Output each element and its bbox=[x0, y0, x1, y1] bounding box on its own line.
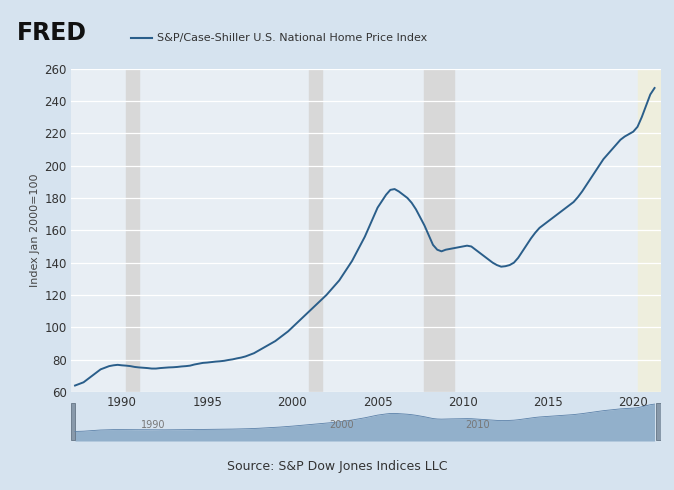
Bar bbox=[309, 69, 322, 392]
Text: S&P/Case-Shiller U.S. National Home Price Index: S&P/Case-Shiller U.S. National Home Pric… bbox=[157, 33, 427, 43]
FancyBboxPatch shape bbox=[71, 403, 75, 440]
Bar bbox=[638, 69, 661, 392]
FancyBboxPatch shape bbox=[656, 403, 661, 440]
Y-axis label: Index Jan 2000=100: Index Jan 2000=100 bbox=[30, 173, 40, 287]
Text: FRED: FRED bbox=[17, 21, 87, 45]
Bar bbox=[425, 69, 454, 392]
Text: 2000: 2000 bbox=[330, 420, 355, 430]
Bar bbox=[126, 69, 139, 392]
Text: 1990: 1990 bbox=[141, 420, 166, 430]
Text: Source: S&P Dow Jones Indices LLC: Source: S&P Dow Jones Indices LLC bbox=[226, 460, 448, 473]
Text: 2010: 2010 bbox=[465, 420, 490, 430]
